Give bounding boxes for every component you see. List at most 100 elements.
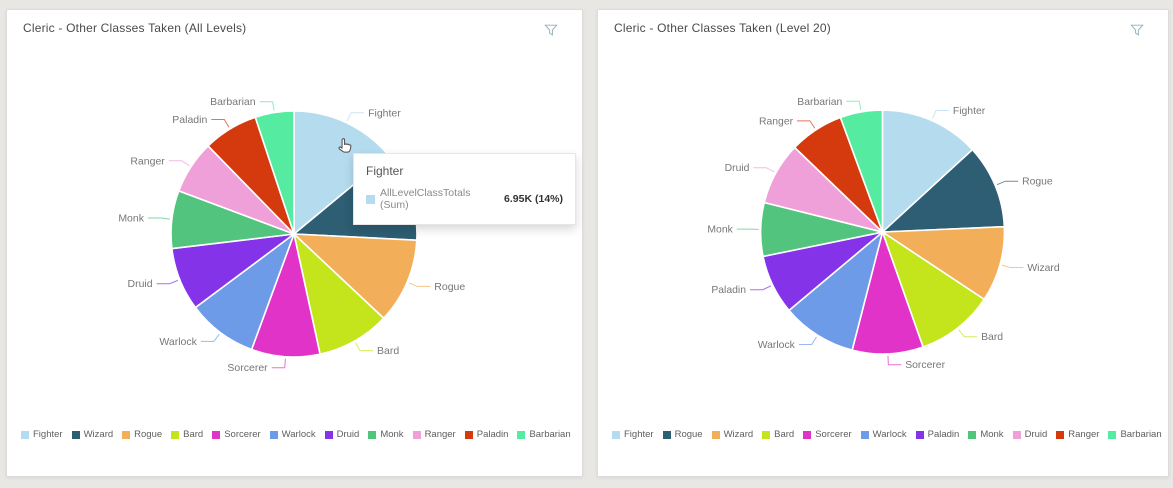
legend-item-barbarian[interactable]: Barbarian xyxy=(1108,429,1162,440)
legend-label: Rogue xyxy=(134,429,163,440)
card-all-levels: Cleric - Other Classes Taken (All Levels… xyxy=(6,9,583,477)
legend-item-sorcerer[interactable]: Sorcerer xyxy=(803,429,852,440)
tooltip: Fighter AllLevelClassTotals (Sum) 6.95K … xyxy=(353,153,576,225)
slice-label-paladin: Paladin xyxy=(711,285,746,296)
legend-swatch xyxy=(803,430,812,439)
tooltip-series-label: AllLevelClassTotals (Sum) xyxy=(380,187,471,211)
pie-slice-fighter[interactable] xyxy=(293,110,390,236)
filter-icon[interactable] xyxy=(544,23,558,37)
legend-item-rogue[interactable]: Rogue xyxy=(122,429,162,440)
pie-slice-warlock[interactable] xyxy=(787,229,884,352)
legend-item-paladin[interactable]: Paladin xyxy=(464,429,509,440)
slice-label-druid: Druid xyxy=(725,163,750,174)
slice-label-bard: Bard xyxy=(377,345,399,357)
legend-swatch xyxy=(269,430,278,439)
legend-swatch xyxy=(324,430,333,439)
pie-slice-barbarian[interactable] xyxy=(254,110,295,235)
legend-label: Rogue xyxy=(674,429,703,440)
legend-item-druid[interactable]: Druid xyxy=(324,429,359,440)
pie-slice-fighter[interactable] xyxy=(881,109,974,234)
legend-swatch xyxy=(412,430,421,439)
label-leader-line xyxy=(996,180,1019,186)
legend-item-monk[interactable]: Monk xyxy=(968,429,1004,440)
dashboard: Cleric - Other Classes Taken (All Levels… xyxy=(6,9,1169,477)
pie-slice-rogue[interactable] xyxy=(291,233,418,320)
pie-slice-bard[interactable] xyxy=(292,231,385,356)
legend-label: Wizard xyxy=(723,429,754,440)
card-level-20: Cleric - Other Classes Taken (Level 20) … xyxy=(597,9,1169,477)
legend-label: Bard xyxy=(183,429,204,440)
slice-label-paladin: Paladin xyxy=(172,114,207,126)
tooltip-category: Fighter xyxy=(366,164,404,178)
pie-slice-wizard[interactable] xyxy=(880,225,1006,301)
legend-item-rogue[interactable]: Rogue xyxy=(662,429,703,440)
funnel-icon xyxy=(1130,24,1144,36)
slice-label-rogue: Rogue xyxy=(1022,177,1053,188)
label-leader-line xyxy=(259,101,275,111)
legend-item-barbarian[interactable]: Barbarian xyxy=(517,429,571,440)
legend-item-ranger[interactable]: Ranger xyxy=(412,429,456,440)
legend-item-bard[interactable]: Bard xyxy=(762,429,794,440)
legend-label: Paladin xyxy=(476,429,509,440)
label-leader-line xyxy=(798,336,817,345)
funnel-icon xyxy=(544,24,558,36)
slice-label-warlock: Warlock xyxy=(758,340,796,351)
legend-swatch xyxy=(860,430,869,439)
label-leader-line xyxy=(846,100,862,111)
pie-chart-level-20[interactable]: Fighter Rogue Wizard Bard Sorcerer Warlock Pal… xyxy=(598,10,1168,476)
legend-swatch xyxy=(212,430,221,439)
slice-label-druid: Druid xyxy=(128,278,153,290)
legend-item-sorcerer[interactable]: Sorcerer xyxy=(212,429,261,440)
legend-item-paladin[interactable]: Paladin xyxy=(915,429,959,440)
legend-label: Sorcerer xyxy=(224,429,261,440)
legend-label: Fighter xyxy=(624,429,654,440)
hand-pointer-cursor-icon xyxy=(338,138,352,153)
legend-item-druid[interactable]: Druid xyxy=(1012,429,1048,440)
legend-item-bard[interactable]: Bard xyxy=(171,429,203,440)
label-leader-line xyxy=(168,160,190,167)
legend-label: Warlock xyxy=(281,429,316,440)
label-leader-line xyxy=(958,329,978,338)
legend-item-wizard[interactable]: Wizard xyxy=(711,429,754,440)
legend-label: Druid xyxy=(1024,429,1048,440)
legend-level-20: Fighter Rogue Wizard Bard Sorcerer Warlock Pal… xyxy=(612,429,1164,440)
legend-item-wizard[interactable]: Wizard xyxy=(71,429,114,440)
legend-item-fighter[interactable]: Fighter xyxy=(21,429,63,440)
pie-slice-bard[interactable] xyxy=(880,230,986,349)
label-leader-line xyxy=(797,120,816,129)
label-leader-line xyxy=(355,342,373,352)
pie-slice-rogue[interactable] xyxy=(880,148,1006,233)
legend-swatch xyxy=(171,430,180,439)
legend-label: Barbarian xyxy=(529,429,571,440)
tooltip-row: AllLevelClassTotals (Sum) 6.95K (14%) xyxy=(366,187,563,211)
legend-label: Ranger xyxy=(1068,429,1100,440)
legend-label: Wizard xyxy=(83,429,114,440)
slice-label-monk: Monk xyxy=(707,225,733,236)
legend-item-warlock[interactable]: Warlock xyxy=(269,429,316,440)
pie-slice-barbarian[interactable] xyxy=(839,109,884,233)
label-leader-line xyxy=(749,285,772,291)
legend-swatch xyxy=(71,430,80,439)
legend-item-monk[interactable]: Monk xyxy=(368,429,404,440)
label-leader-line xyxy=(1001,264,1024,269)
legend-swatch xyxy=(122,430,131,439)
filter-icon[interactable] xyxy=(1130,23,1144,37)
label-leader-line xyxy=(887,355,902,366)
legend-item-warlock[interactable]: Warlock xyxy=(860,429,907,440)
legend-swatch xyxy=(1108,430,1117,439)
legend-swatch xyxy=(517,430,526,439)
slice-label-warlock: Warlock xyxy=(159,336,197,348)
legend-swatch xyxy=(1056,430,1065,439)
legend-item-ranger[interactable]: Ranger xyxy=(1056,429,1099,440)
slice-label-sorcerer: Sorcerer xyxy=(905,360,945,371)
pie-chart-all-levels[interactable]: Fighter Wizard Rogue Bard Sorcerer Warlock Dru… xyxy=(7,10,582,476)
legend-swatch xyxy=(711,430,720,439)
legend-item-fighter[interactable]: Fighter xyxy=(612,429,654,440)
label-leader-line xyxy=(753,167,775,173)
legend-swatch xyxy=(368,430,377,439)
label-leader-line xyxy=(211,119,230,128)
slice-label-ranger: Ranger xyxy=(759,116,794,127)
legend-swatch xyxy=(968,430,977,439)
label-leader-line xyxy=(932,110,949,119)
label-leader-line xyxy=(156,279,179,285)
